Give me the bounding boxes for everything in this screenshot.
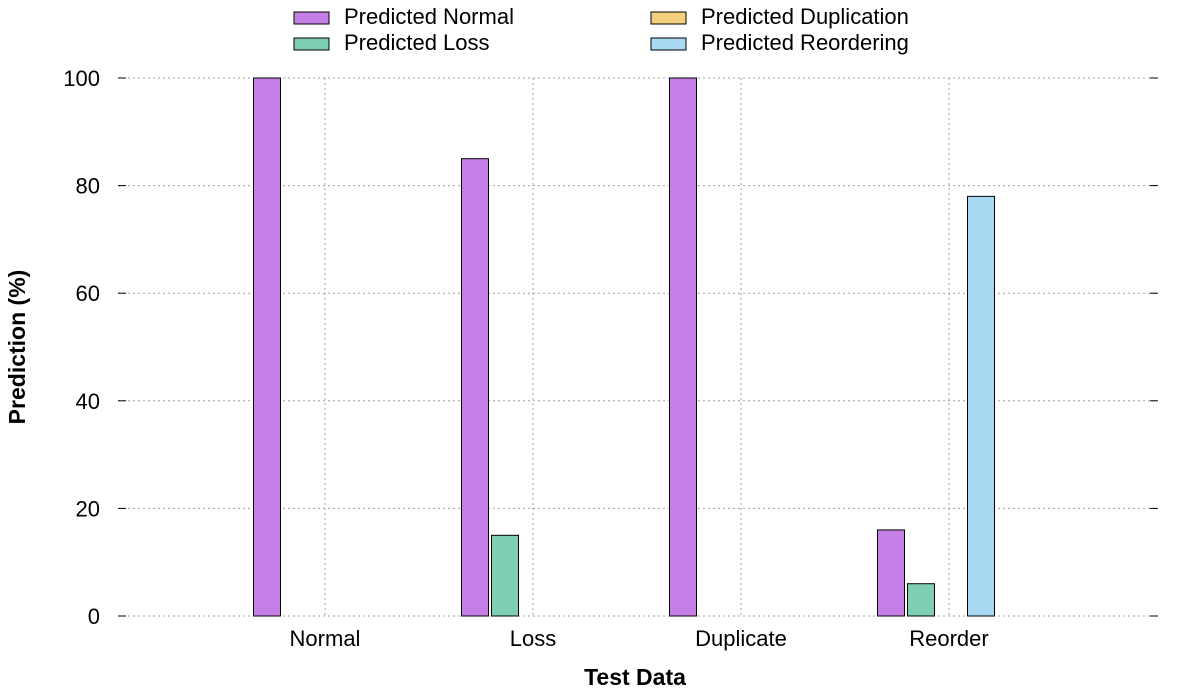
y-tick-label: 40 xyxy=(76,389,100,414)
bar-duplicate-predicted-normal xyxy=(669,77,697,617)
legend-swatch xyxy=(293,37,330,51)
y-tick-label: 0 xyxy=(88,604,100,629)
bar-reorder-predicted-normal xyxy=(877,529,905,617)
y-axis-ticks: 0 20 40 60 80 100 xyxy=(63,66,1158,629)
legend-swatch xyxy=(293,11,330,25)
x-tick-label: Normal xyxy=(290,626,361,651)
legend-swatch xyxy=(650,11,687,25)
legend-label: Predicted Normal xyxy=(344,4,514,29)
y-tick-label: 80 xyxy=(76,174,100,199)
bar-loss-predicted-loss xyxy=(491,534,519,617)
legend-label: Predicted Loss xyxy=(344,30,490,55)
bar-loss-predicted-normal xyxy=(461,158,489,617)
bar-reorder-predicted-reordering xyxy=(967,195,995,617)
legend-label: Predicted Duplication xyxy=(701,4,909,29)
x-tick-label: Reorder xyxy=(909,626,988,651)
y-tick-label: 60 xyxy=(76,281,100,306)
y-tick-label: 20 xyxy=(76,496,100,521)
y-axis-title: Prediction (%) xyxy=(4,270,30,425)
x-axis-ticks: Normal Loss Duplicate Reorder xyxy=(290,626,989,651)
legend-label: Predicted Reordering xyxy=(701,30,909,55)
y-tick-label: 100 xyxy=(63,66,100,91)
legend-swatch xyxy=(650,37,687,51)
bar-reorder-predicted-loss xyxy=(907,583,935,617)
bars xyxy=(253,77,995,617)
bar-normal-predicted-normal xyxy=(253,77,281,617)
x-axis-title: Test Data xyxy=(584,664,686,690)
x-tick-label: Duplicate xyxy=(695,626,787,651)
x-tick-label: Loss xyxy=(510,626,556,651)
